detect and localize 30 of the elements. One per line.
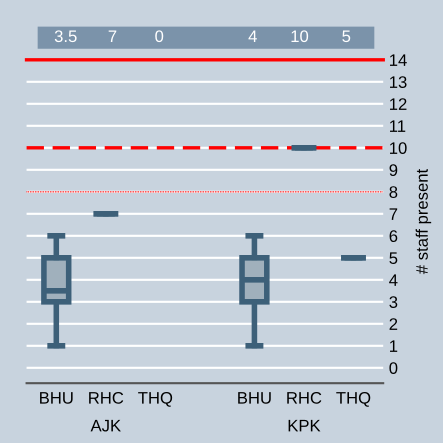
y-tick-label: 9	[390, 164, 398, 176]
y-tick-label: 13	[390, 76, 407, 88]
y-tick-label: 6	[390, 230, 398, 242]
text: 4	[248, 30, 257, 42]
x-tick-label: BHU	[238, 392, 271, 404]
text: 3.5	[54, 30, 77, 42]
text: KPK	[288, 420, 320, 432]
text: AJK	[90, 420, 121, 432]
y-tick-label: 4	[389, 274, 398, 286]
y-axis-title: # staff present	[416, 168, 432, 274]
x-tick-label: RHC	[287, 392, 322, 404]
y-tick-label: 8	[389, 186, 398, 198]
text: 10	[292, 30, 308, 42]
x-tick-label: BHU	[40, 392, 73, 404]
y-tick-label: 5	[389, 252, 398, 264]
y-tick-label: 3	[389, 296, 398, 308]
x-tick-label: THQ	[138, 392, 172, 407]
text: 0	[155, 30, 164, 42]
y-tick-label: 10	[390, 142, 407, 154]
text: 5	[342, 30, 350, 42]
y-tick-label: 7	[390, 208, 398, 220]
y-tick-label: 12	[390, 98, 406, 110]
x-tick-label: THQ	[336, 392, 370, 407]
text: 7	[108, 30, 116, 42]
y-tick-label: 1	[390, 340, 398, 352]
y-tick-label: 2	[390, 318, 398, 330]
y-tick-label: 14	[390, 54, 407, 66]
y-tick-label: 0	[389, 362, 398, 374]
y-tick-label: 11	[390, 120, 406, 132]
x-tick-label: RHC	[89, 392, 124, 404]
